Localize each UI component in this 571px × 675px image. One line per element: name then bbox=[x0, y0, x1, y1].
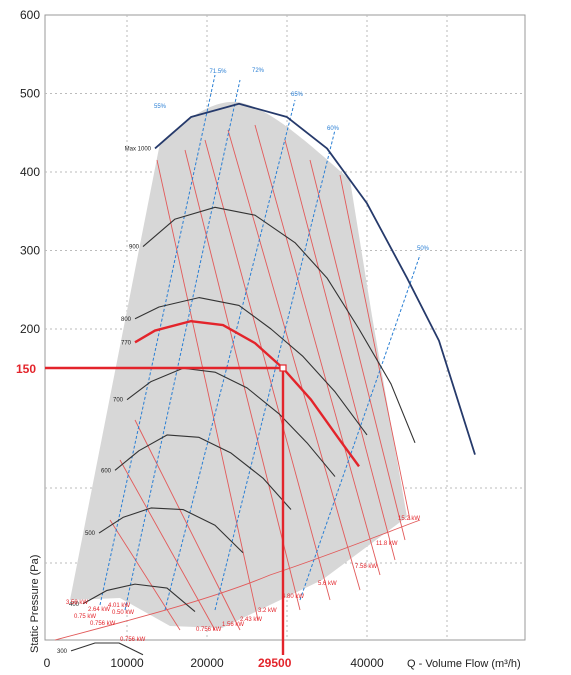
plot-frame bbox=[44, 14, 526, 641]
efficiency-label: 72% bbox=[252, 68, 265, 74]
rpm-curve bbox=[82, 583, 196, 613]
efficiency-line bbox=[299, 254, 421, 601]
power-label: 0.75 kW bbox=[74, 614, 96, 620]
power-line bbox=[109, 519, 181, 631]
x-tick-label: 10000 bbox=[110, 656, 144, 670]
power-label: 2.64 kW bbox=[88, 607, 110, 613]
power-label: 15.2 kW bbox=[398, 516, 420, 522]
y-tick-label: 400 bbox=[20, 165, 40, 179]
power-label: 3.58 kW bbox=[66, 600, 88, 606]
efficiency-label: 71.5% bbox=[209, 69, 227, 75]
x-axis-label: Q - Volume Flow (m³/h) bbox=[407, 658, 521, 670]
rpm-curve-label: 700 bbox=[113, 398, 124, 404]
power-line bbox=[339, 174, 411, 521]
efficiency-lines bbox=[99, 74, 421, 611]
efficiency-line bbox=[99, 74, 216, 606]
rpm-curve bbox=[98, 507, 244, 554]
power-line bbox=[54, 519, 421, 641]
power-label: 0.50 kW bbox=[112, 610, 134, 616]
x-tick-label: 0 bbox=[44, 656, 51, 670]
tick-labels: 600 500 400 300 200 0 10000 20000 40000 bbox=[20, 8, 384, 670]
power-line bbox=[254, 124, 381, 576]
power-lines bbox=[54, 124, 421, 641]
efficiency-label: 65% bbox=[291, 92, 304, 98]
power-label: 4.01 kW bbox=[108, 603, 130, 609]
rpm-curve bbox=[134, 297, 368, 436]
rpm-curve-label: 770 bbox=[121, 340, 132, 346]
power-line bbox=[227, 129, 361, 591]
rpm-curve-label: 800 bbox=[121, 317, 132, 323]
power-label: 7.58 kW bbox=[355, 564, 377, 570]
power-label: 2.43 kW bbox=[240, 617, 262, 623]
power-label: 0.756 kW bbox=[196, 627, 222, 633]
power-line bbox=[119, 459, 216, 631]
power-line bbox=[204, 139, 331, 601]
power-line bbox=[284, 139, 396, 561]
rpm-curve-label: 300 bbox=[57, 649, 68, 655]
rpm-curve-label: 400 bbox=[69, 602, 80, 608]
y-axis-label: Static Pressure (Pa) bbox=[29, 555, 41, 653]
rpm-curve bbox=[142, 206, 416, 444]
power-label: 0.756 kW bbox=[120, 637, 146, 643]
efficiency-label: 50% bbox=[417, 246, 430, 252]
rpm-curve bbox=[70, 642, 144, 656]
operating-point-marker bbox=[279, 364, 287, 372]
efficiency-label: 55% bbox=[154, 104, 167, 110]
power-label: 0.756 kW bbox=[90, 621, 116, 627]
rpm-curve-label: 500 bbox=[85, 531, 96, 537]
y-tick-label: 600 bbox=[20, 8, 40, 22]
efficiency-line bbox=[164, 99, 296, 611]
rpm-curve bbox=[114, 434, 292, 510]
efficiency-line bbox=[124, 79, 241, 611]
power-line bbox=[156, 159, 259, 621]
power-line bbox=[184, 149, 301, 611]
power-line bbox=[134, 419, 241, 631]
rpm-curves: Max 1000 900 800 770 700 600 500 400 300 bbox=[57, 102, 476, 656]
rpm-curve bbox=[134, 319, 360, 468]
rpm-curve bbox=[154, 102, 476, 455]
y-tick-label: 300 bbox=[20, 244, 40, 258]
power-label: 1.56 kW bbox=[222, 622, 244, 628]
rpm-curve bbox=[126, 367, 336, 477]
operating-point-y-label: 150 bbox=[16, 362, 36, 376]
power-label: 3.2 kW bbox=[258, 608, 277, 614]
curve-labels: 71.5% 72% 65% 60% 50% 55% 15.2 kW 11.8 kW 7.58 k… bbox=[66, 68, 430, 643]
power-line bbox=[309, 159, 406, 541]
rpm-curve-label: 900 bbox=[129, 245, 140, 251]
x-tick-label: 20000 bbox=[190, 656, 224, 670]
x-tick-label: 40000 bbox=[350, 656, 384, 670]
power-label: 4.80 kW bbox=[282, 594, 304, 600]
power-label: 11.8 kW bbox=[376, 541, 398, 547]
operating-point-x-label: 29500 bbox=[258, 656, 292, 670]
y-tick-label: 500 bbox=[20, 87, 40, 101]
y-tick-label: 200 bbox=[20, 322, 40, 336]
operating-point-group bbox=[45, 364, 287, 655]
rpm-curve-label: Max 1000 bbox=[125, 146, 152, 152]
efficiency-label: 60% bbox=[327, 126, 340, 132]
rpm-curve-label: 600 bbox=[101, 468, 112, 474]
power-label: 5.6 kW bbox=[318, 581, 337, 587]
efficiency-line bbox=[214, 129, 336, 611]
